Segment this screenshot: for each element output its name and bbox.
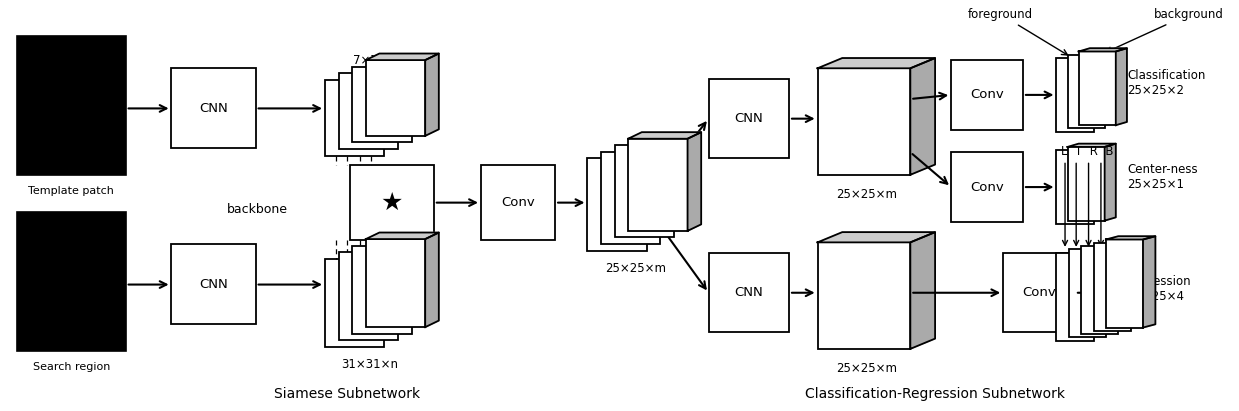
Text: Conv: Conv [1022,286,1056,299]
Text: 7×7×n: 7×7×n [353,54,395,67]
Bar [349,164,434,240]
Polygon shape [1079,48,1127,51]
Bar [171,245,255,324]
Polygon shape [1105,144,1116,221]
Polygon shape [688,132,701,231]
Text: CNN: CNN [735,112,763,125]
Polygon shape [366,233,439,239]
Polygon shape [1116,48,1127,125]
Bar [325,80,384,155]
Bar [1106,240,1144,328]
Bar [352,246,411,334]
Polygon shape [628,132,701,139]
Polygon shape [1144,236,1156,328]
Text: CNN: CNN [735,286,763,299]
Text: backbone: backbone [227,203,287,216]
Text: 25×25×m: 25×25×m [605,262,667,275]
Bar [952,152,1023,222]
Polygon shape [366,53,439,60]
Bar [1069,249,1106,337]
Text: CNN: CNN [199,102,228,115]
Text: CNN: CNN [199,278,228,291]
Bar [366,60,425,136]
Bar [615,145,674,238]
Bar [709,253,789,332]
Bar [818,68,911,175]
Polygon shape [911,232,935,349]
Text: L  T  R  B: L T R B [1061,145,1114,158]
Bar [1068,147,1105,221]
Bar [1057,150,1094,224]
Bar [1094,243,1131,331]
Bar [17,35,125,175]
Bar [587,158,647,251]
Text: Classification-Regression Subnetwork: Classification-Regression Subnetwork [805,387,1066,401]
Text: Conv: Conv [970,180,1004,194]
Text: Regression
25×25×4: Regression 25×25×4 [1127,275,1192,303]
Polygon shape [425,233,439,327]
Bar [325,259,384,347]
Bar [1004,253,1075,332]
Polygon shape [425,53,439,136]
Text: Center-ness
25×25×1: Center-ness 25×25×1 [1127,163,1198,191]
Polygon shape [818,58,935,68]
Text: 25×25×m: 25×25×m [836,363,897,375]
Bar [338,252,398,340]
Polygon shape [1068,144,1116,147]
Bar [709,79,789,158]
Text: ★: ★ [380,190,403,215]
Bar [481,164,555,240]
Bar [171,68,255,148]
Text: background: background [1106,8,1224,52]
Bar [1057,253,1094,341]
Polygon shape [818,232,935,242]
Text: Conv: Conv [970,88,1004,102]
Bar [1057,58,1094,132]
Bar [1082,246,1119,334]
Polygon shape [1106,236,1156,240]
Text: foreground: foreground [968,8,1068,55]
Bar [601,152,660,244]
Text: 25×25×m: 25×25×m [836,188,897,201]
Text: 31×31×n: 31×31×n [341,358,398,371]
Bar [628,139,688,231]
Text: Siamese Subnetwork: Siamese Subnetwork [274,387,420,401]
Bar [17,212,125,351]
Bar [1079,51,1116,125]
Bar [352,67,411,143]
Bar [338,73,398,149]
Text: Conv: Conv [501,196,535,209]
Bar [952,60,1023,130]
Text: Search region: Search region [32,362,110,372]
Polygon shape [911,58,935,175]
Bar [366,239,425,327]
Bar [1068,55,1105,129]
Text: Template patch: Template patch [28,186,114,196]
Text: Classification
25×25×2: Classification 25×25×2 [1127,69,1206,97]
Bar [818,242,911,349]
